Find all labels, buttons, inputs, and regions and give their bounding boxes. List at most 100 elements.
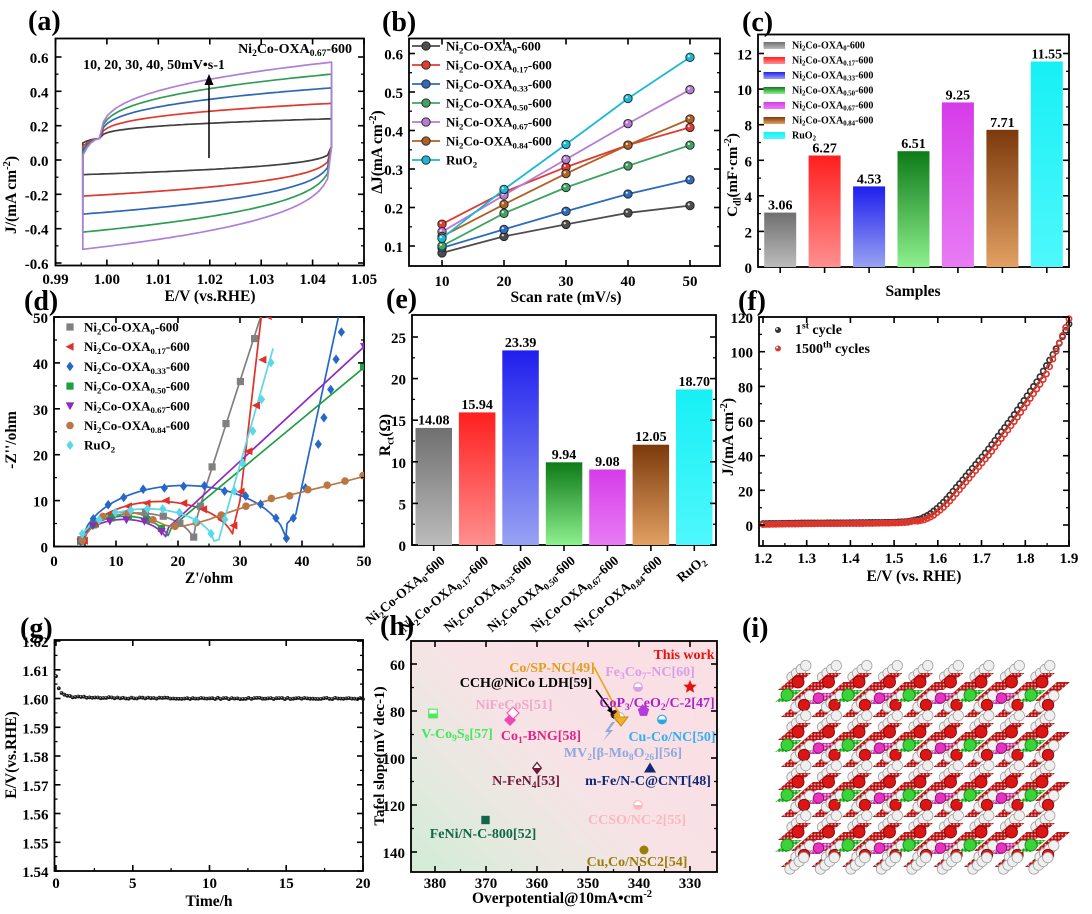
svg-text:Scan rate (mV/s): Scan rate (mV/s) [510, 289, 621, 306]
svg-text:Ni2Co-OXA0.84-600: Ni2Co-OXA0.84-600 [84, 418, 190, 435]
svg-text:340: 340 [628, 876, 651, 892]
svg-text:0.99: 0.99 [42, 272, 68, 288]
svg-text:23.39: 23.39 [505, 336, 537, 351]
svg-text:140: 140 [383, 846, 406, 862]
svg-text:(g): (g) [20, 613, 53, 644]
svg-text:12: 12 [737, 48, 752, 64]
svg-text:1.03: 1.03 [248, 272, 274, 288]
svg-text:1.05: 1.05 [351, 272, 377, 288]
svg-text:0.4: 0.4 [30, 85, 49, 101]
svg-text:1500th cycles: 1500th cycles [795, 340, 870, 357]
svg-text:Co1-BNG[58]: Co1-BNG[58] [501, 729, 581, 746]
svg-text:20: 20 [497, 274, 512, 290]
svg-text:40: 40 [295, 554, 310, 570]
svg-text:9.94: 9.94 [552, 448, 577, 463]
svg-text:1.6: 1.6 [928, 551, 947, 567]
svg-text:Rct(Ω): Rct(Ω) [377, 414, 396, 456]
svg-text:NiFeCoS[51]: NiFeCoS[51] [476, 698, 553, 713]
svg-text:E/V (vs.RHE): E/V (vs.RHE) [164, 288, 255, 305]
svg-text:Z'/ohm: Z'/ohm [185, 570, 233, 587]
svg-text:CoP3/CeO2/C-2[47]: CoP3/CeO2/C-2[47] [599, 696, 714, 713]
svg-text:0: 0 [746, 519, 754, 535]
svg-text:0: 0 [41, 541, 49, 557]
svg-text:E/V (vs. RHE): E/V (vs. RHE) [867, 568, 962, 585]
svg-text:J/(mA cm-2): J/(mA cm-2) [2, 156, 20, 234]
svg-text:7.71: 7.71 [990, 116, 1015, 131]
svg-text:40: 40 [621, 274, 636, 290]
svg-text:80: 80 [390, 705, 405, 721]
svg-text:15.94: 15.94 [461, 398, 493, 413]
svg-text:(h): (h) [380, 611, 414, 642]
svg-text:30: 30 [559, 274, 574, 290]
svg-text:-0.2: -0.2 [25, 188, 49, 204]
svg-text:0: 0 [52, 876, 60, 892]
svg-text:20: 20 [738, 484, 753, 500]
svg-text:Ni2Co-OXA0-600: Ni2Co-OXA0-600 [792, 41, 865, 53]
svg-text:N-FeN4[53]: N-FeN4[53] [492, 774, 560, 791]
svg-text:This work: This work [653, 648, 714, 663]
svg-text:Cu,Co/NSC2[54]: Cu,Co/NSC2[54] [587, 855, 688, 870]
svg-text:0.1: 0.1 [384, 240, 403, 256]
svg-text:100: 100 [731, 346, 754, 362]
svg-text:40: 40 [738, 450, 753, 466]
svg-text:Ni2Co-OXA0.67-600: Ni2Co-OXA0.67-600 [446, 115, 552, 132]
svg-text:1.58: 1.58 [22, 750, 48, 766]
svg-text:5: 5 [399, 497, 407, 513]
svg-text:1.2: 1.2 [754, 551, 773, 567]
svg-text:MV2[β-Mo8O26][56]: MV2[β-Mo8O26][56] [564, 746, 682, 763]
svg-text:6.27: 6.27 [812, 141, 837, 156]
svg-text:2: 2 [745, 225, 753, 241]
svg-text:1.62: 1.62 [22, 635, 48, 651]
svg-text:Ni2Co-OXA0.17-600: Ni2Co-OXA0.17-600 [84, 339, 190, 356]
svg-text:100: 100 [383, 752, 406, 768]
svg-text:1.54: 1.54 [22, 865, 49, 881]
svg-text:8: 8 [745, 119, 753, 135]
svg-text:Ni2Co-OXA0.84-600: Ni2Co-OXA0.84-600 [792, 116, 873, 128]
svg-text:80: 80 [738, 380, 753, 396]
svg-text:11.55: 11.55 [1031, 48, 1062, 63]
svg-text:Ni2Co-OXA0.50-600: Ni2Co-OXA0.50-600 [446, 96, 552, 113]
svg-text:380: 380 [424, 876, 447, 892]
svg-text:4: 4 [745, 190, 753, 206]
svg-text:0.2: 0.2 [30, 120, 49, 136]
svg-text:330: 330 [679, 876, 702, 892]
svg-text:20: 20 [171, 554, 186, 570]
svg-text:-Z''/ohm: -Z''/ohm [3, 411, 20, 469]
svg-text:Ni2Co-OXA0.33-600: Ni2Co-OXA0.33-600 [84, 359, 190, 376]
svg-text:Ni2Co-OXA0.50-600: Ni2Co-OXA0.50-600 [792, 86, 873, 98]
svg-text:(e): (e) [386, 284, 417, 315]
svg-text:0.6: 0.6 [30, 51, 49, 67]
svg-text:E/V(vs.RHE): E/V(vs.RHE) [3, 711, 20, 798]
svg-text:1.4: 1.4 [841, 551, 860, 567]
svg-text:1.7: 1.7 [972, 551, 991, 567]
svg-text:Ni2Co-OXA0.67-600: Ni2Co-OXA0.67-600 [792, 101, 873, 113]
svg-text:50: 50 [357, 554, 372, 570]
svg-text:ΔJ(mA cm-2): ΔJ(mA cm-2) [368, 110, 386, 193]
svg-text:370: 370 [475, 876, 498, 892]
svg-text:1.00: 1.00 [94, 272, 120, 288]
svg-text:-0.6: -0.6 [25, 257, 49, 273]
svg-text:Ni2Co-OXA0.50-600: Ni2Co-OXA0.50-600 [84, 379, 190, 396]
svg-text:Samples: Samples [885, 283, 940, 300]
svg-text:Fe3Co7-NC[60]: Fe3Co7-NC[60] [605, 665, 695, 682]
svg-text:RuO2: RuO2 [792, 131, 817, 143]
svg-text:Ni2Co-OXA0.17-600: Ni2Co-OXA0.17-600 [446, 58, 552, 75]
svg-text:18.70: 18.70 [679, 375, 711, 390]
svg-text:1.02: 1.02 [197, 272, 223, 288]
svg-text:0: 0 [745, 261, 753, 277]
svg-text:Ni2Co-OXA0.67-600: Ni2Co-OXA0.67-600 [84, 398, 190, 415]
svg-text:Ni2Co-OXA0-600: Ni2Co-OXA0-600 [84, 320, 179, 337]
svg-text:0.3: 0.3 [384, 163, 403, 179]
svg-text:Time/h: Time/h [185, 893, 232, 910]
svg-text:(f): (f) [738, 286, 766, 317]
svg-text:1.55: 1.55 [22, 836, 48, 852]
svg-text:1.9: 1.9 [1060, 551, 1079, 567]
svg-text:4.53: 4.53 [857, 172, 882, 187]
svg-text:1.01: 1.01 [145, 272, 171, 288]
svg-text:(c): (c) [742, 7, 773, 38]
svg-text:FeNi/N-C-800[52]: FeNi/N-C-800[52] [430, 827, 537, 842]
svg-text:1.56: 1.56 [22, 808, 49, 824]
svg-text:RuO2: RuO2 [84, 438, 116, 455]
svg-text:10: 10 [33, 495, 48, 511]
svg-text:9.08: 9.08 [595, 455, 620, 470]
